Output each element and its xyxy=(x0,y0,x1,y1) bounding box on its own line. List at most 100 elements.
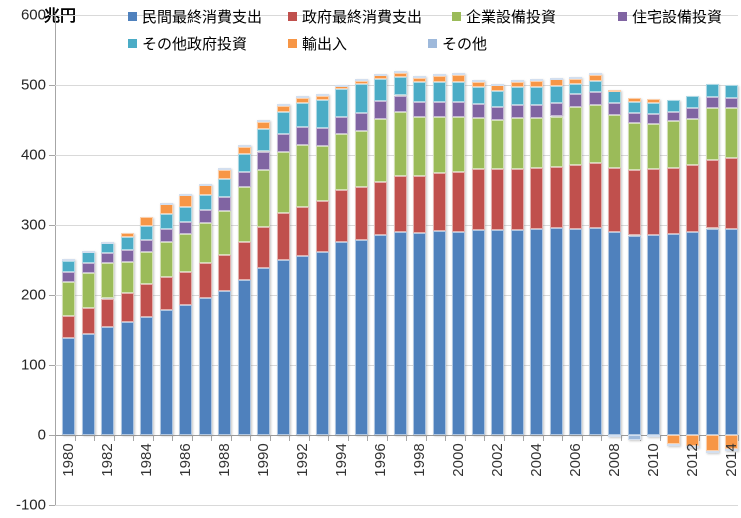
bar-segment-民間最終消費支出 xyxy=(725,229,738,435)
bar-segment-政府最終消費支出 xyxy=(296,206,309,256)
bar-segment-住宅設備投資 xyxy=(413,101,426,118)
x-tickmark xyxy=(425,435,427,441)
legend-swatch-icon xyxy=(128,12,137,21)
x-tick-label-1996: 1996 xyxy=(371,443,389,477)
x-tick-label-1980: 1980 xyxy=(59,443,77,477)
bar-segment-政府最終消費支出 xyxy=(393,176,407,232)
legend-label: 輸出入 xyxy=(302,36,348,53)
bar-segment-企業設備投資 xyxy=(530,117,543,169)
bar-segment-企業設備投資 xyxy=(296,145,309,207)
x-tickmark xyxy=(347,435,349,441)
y-tickmark xyxy=(49,225,55,226)
bar-1995 xyxy=(354,15,368,505)
bar-segment-政府最終消費支出 xyxy=(432,173,446,232)
bar-segment-住宅設備投資 xyxy=(686,108,699,119)
bar-segment-住宅設備投資 xyxy=(276,134,290,153)
bar-1993 xyxy=(315,15,329,505)
bar-segment-住宅設備投資 xyxy=(335,117,348,134)
bar-segment-政府最終消費支出 xyxy=(62,316,75,338)
bar-segment-輸出入 xyxy=(296,97,309,104)
bar-segment-民間最終消費支出 xyxy=(393,232,407,435)
bar-1998 xyxy=(413,15,426,505)
bar-segment-政府最終消費支出 xyxy=(705,159,719,229)
bar-segment-その他政府投資 xyxy=(725,85,738,98)
bar-segment-その他政府投資 xyxy=(510,87,524,106)
bar-segment-政府最終消費支出 xyxy=(335,190,348,242)
bar-segment-住宅設備投資 xyxy=(179,222,192,235)
bar-segment-その他 xyxy=(647,435,660,437)
bar-segment-その他 xyxy=(218,168,231,171)
bar-segment-企業設備投資 xyxy=(179,234,192,272)
legend-swatch-icon xyxy=(428,39,437,48)
bar-segment-政府最終消費支出 xyxy=(354,187,368,240)
bar-segment-住宅設備投資 xyxy=(374,101,387,120)
bar-segment-民間最終消費支出 xyxy=(413,232,426,435)
bar-segment-その他 xyxy=(530,79,543,82)
bar-segment-民間最終消費支出 xyxy=(608,232,621,435)
bar-1990 xyxy=(257,15,270,505)
bar-segment-輸出入 xyxy=(491,85,504,91)
x-tick-label-2014: 2014 xyxy=(722,443,740,477)
bar-segment-その他 xyxy=(62,259,75,262)
bar-segment-民間最終消費支出 xyxy=(257,267,270,435)
x-tickmark xyxy=(464,435,466,441)
bar-segment-その他 xyxy=(159,203,173,206)
bar-segment-その他政府投資 xyxy=(179,206,192,223)
bar-segment-その他政府投資 xyxy=(393,77,407,96)
bar-2002 xyxy=(491,15,504,505)
bar-segment-その他政府投資 xyxy=(569,83,582,95)
bar-segment-その他政府投資 xyxy=(374,78,387,102)
x-tickmark xyxy=(191,435,193,441)
bar-segment-民間最終消費支出 xyxy=(335,241,348,435)
bar-segment-企業設備投資 xyxy=(666,121,680,168)
x-tickmark xyxy=(542,435,544,441)
legend-label: 企業設備投資 xyxy=(466,9,557,26)
bar-segment-民間最終消費支出 xyxy=(276,260,290,435)
bar-segment-その他 xyxy=(705,451,719,454)
bar-segment-民間最終消費支出 xyxy=(159,309,173,435)
x-tick-label-2008: 2008 xyxy=(605,443,623,477)
y-tickmark xyxy=(49,85,55,86)
bar-segment-その他政府投資 xyxy=(276,111,290,134)
bar-segment-企業設備投資 xyxy=(120,262,134,293)
y-tickmark xyxy=(49,365,55,366)
legend-item-その他: その他 xyxy=(428,33,487,54)
bar-segment-その他政府投資 xyxy=(62,260,75,272)
bar-1981 xyxy=(81,15,95,505)
bar-segment-民間最終消費支出 xyxy=(549,227,563,435)
bar-segment-住宅設備投資 xyxy=(491,107,504,120)
bar-segment-企業設備投資 xyxy=(354,131,368,188)
bar-segment-企業設備投資 xyxy=(452,117,465,172)
legend-swatch-icon xyxy=(128,39,137,48)
bar-segment-民間最終消費支出 xyxy=(491,229,504,435)
bar-segment-その他政府投資 xyxy=(81,251,95,263)
x-tick-label-1984: 1984 xyxy=(137,443,155,477)
bar-segment-企業設備投資 xyxy=(705,108,719,160)
bar-segment-政府最終消費支出 xyxy=(491,169,504,230)
bar-segment-住宅設備投資 xyxy=(471,103,485,118)
bar-segment-政府最終消費支出 xyxy=(471,169,485,230)
bar-segment-企業設備投資 xyxy=(647,124,660,169)
bar-segment-輸出入 xyxy=(315,95,329,100)
bar-segment-民間最終消費支出 xyxy=(432,231,446,435)
bar-2000 xyxy=(452,15,465,505)
bar-segment-民間最終消費支出 xyxy=(62,337,75,435)
bar-segment-住宅設備投資 xyxy=(296,127,309,146)
bar-segment-その他 xyxy=(452,73,465,76)
legend-label: 住宅設備投資 xyxy=(632,9,723,26)
legend-item-輸出入: 輸出入 xyxy=(288,33,347,54)
bar-segment-政府最終消費支出 xyxy=(101,298,114,328)
x-tick-label-2006: 2006 xyxy=(566,443,584,477)
y-tick-label-100: 100 xyxy=(20,356,46,374)
bar-segment-その他 xyxy=(276,103,290,106)
bar-1994 xyxy=(335,15,348,505)
bar-segment-民間最終消費支出 xyxy=(569,229,582,435)
bar-segment-その他政府投資 xyxy=(413,82,426,102)
x-tickmark xyxy=(503,435,505,441)
bar-segment-住宅設備投資 xyxy=(608,103,621,116)
bar-segment-その他政府投資 xyxy=(237,153,251,172)
bar-segment-輸出入 xyxy=(530,80,543,88)
bar-segment-企業設備投資 xyxy=(686,118,699,165)
plot-area xyxy=(55,15,739,506)
